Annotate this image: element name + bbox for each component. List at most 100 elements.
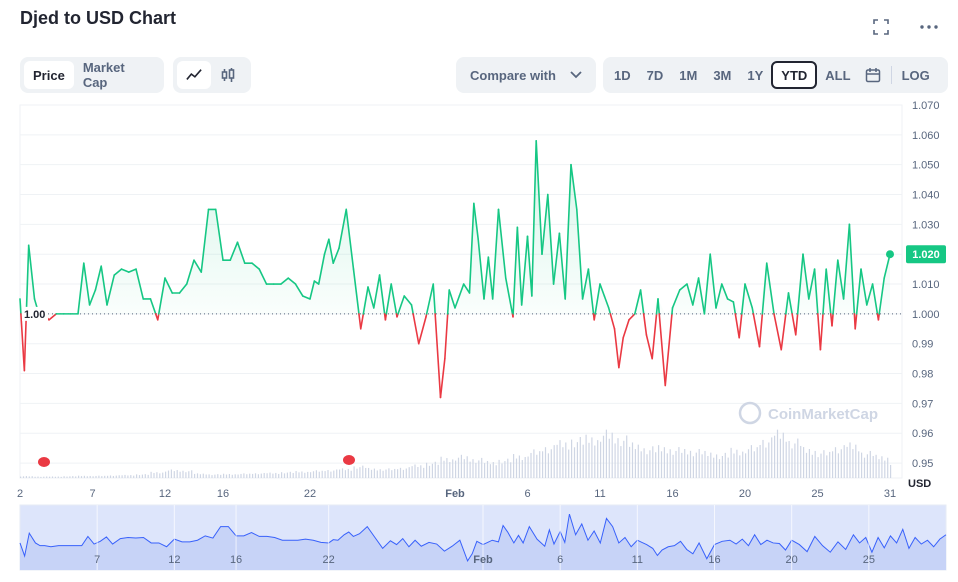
tab-price[interactable]: Price — [24, 61, 74, 89]
volume-bar — [249, 473, 251, 478]
volume-bar — [774, 435, 776, 478]
volume-bar — [89, 475, 91, 478]
price-line-segment — [48, 313, 58, 321]
price-line-segment — [587, 268, 595, 315]
volume-bar — [890, 464, 892, 478]
volume-bar — [359, 467, 361, 478]
navigator-tick-label: Feb — [473, 554, 493, 566]
range-all[interactable]: ALL — [825, 67, 851, 83]
price-line-segment — [831, 313, 834, 327]
more-icon[interactable] — [916, 14, 942, 40]
line-chart-button[interactable] — [177, 61, 211, 89]
volume-bar — [304, 472, 306, 478]
price-line-segment — [200, 208, 210, 273]
price-line-segment — [848, 223, 856, 315]
volume-bar — [721, 456, 723, 478]
price-line-segment — [658, 313, 667, 387]
volume-bar — [49, 476, 51, 478]
price-line-segment — [593, 313, 596, 321]
price-line-segment — [645, 333, 654, 360]
range-1y[interactable]: 1Y — [747, 67, 764, 83]
volume-bar — [144, 474, 146, 478]
price-line-segment — [83, 262, 91, 306]
volume-bar — [579, 437, 581, 478]
volume-bar — [368, 467, 370, 478]
volume-bar — [318, 471, 320, 478]
volume-bar — [136, 474, 138, 478]
volume-bar — [805, 452, 808, 478]
volume-bar — [57, 476, 59, 478]
volume-bar — [138, 475, 141, 478]
price-line-segment — [511, 313, 514, 318]
volume-bar — [881, 456, 883, 478]
volume-bar — [626, 435, 628, 478]
volume-bar — [133, 475, 135, 478]
volume-bar — [649, 450, 651, 478]
range-3m[interactable]: 3M — [713, 67, 732, 83]
y-tick-label: 1.050 — [912, 160, 940, 172]
candlestick-button[interactable] — [211, 61, 245, 89]
volume-bar — [588, 442, 590, 478]
volume-bar — [211, 475, 213, 478]
volume-bar — [837, 453, 839, 478]
range-7d[interactable]: 7D — [646, 67, 664, 83]
chevron-down-icon — [570, 71, 582, 79]
navigator-tick-label: 16 — [708, 554, 720, 566]
volume-bar — [481, 457, 483, 478]
volume-bar — [191, 470, 193, 478]
price-line-segment — [664, 313, 673, 387]
log-button[interactable]: LOG — [901, 67, 930, 83]
calendar-button[interactable] — [859, 61, 887, 89]
price-line-segment — [425, 283, 435, 315]
price-line-segment — [287, 277, 297, 285]
volume-bar — [46, 476, 48, 478]
compare-with-dropdown[interactable]: Compare with — [456, 57, 596, 93]
volume-bar — [852, 449, 854, 478]
volume-bar — [78, 475, 80, 478]
price-line-segment — [819, 313, 824, 351]
price-line-segment — [541, 193, 549, 255]
range-1m[interactable]: 1M — [679, 67, 698, 83]
volume-bar — [446, 458, 448, 478]
volume-bar — [405, 468, 407, 478]
price-line-segment — [657, 298, 661, 315]
y-tick-label: 0.98 — [912, 369, 933, 381]
range-1d[interactable]: 1D — [614, 67, 631, 83]
volume-bar — [501, 463, 503, 478]
price-line-segment — [655, 298, 659, 315]
price-line-segment — [836, 259, 845, 300]
volume-bar — [420, 465, 422, 478]
range-ytd[interactable]: YTD — [771, 61, 818, 89]
price-line-segment — [791, 313, 797, 336]
price-line-segment — [473, 202, 480, 241]
price-line-segment — [796, 253, 804, 315]
volume-bar — [60, 476, 62, 478]
volume-bar — [92, 476, 94, 478]
volume-bar — [83, 475, 85, 478]
volume-bar — [745, 453, 747, 478]
volume-bar — [840, 449, 842, 478]
volume-bar — [678, 447, 680, 478]
volume-bar — [408, 467, 410, 478]
volume-bar — [486, 460, 489, 478]
volume-bar — [730, 447, 732, 478]
volume-bar — [582, 444, 584, 478]
price-line-segment — [491, 208, 500, 300]
volume-bar — [124, 474, 126, 478]
price-line-segment — [362, 286, 369, 315]
tab-market-cap[interactable]: Market Cap — [82, 60, 125, 90]
volume-bar — [550, 449, 552, 478]
price-line-segment — [842, 223, 851, 300]
price-line-segment — [258, 268, 268, 285]
volume-bar — [495, 465, 497, 478]
volume-bar — [292, 472, 294, 478]
fullscreen-icon[interactable] — [868, 14, 894, 40]
volume-bar — [455, 460, 457, 478]
volume-bar — [536, 454, 538, 478]
volume-bar — [176, 470, 178, 478]
volume-bar — [600, 441, 602, 478]
price-line-segment — [77, 262, 85, 315]
volume-bar — [437, 464, 439, 478]
volume-bar — [660, 451, 663, 478]
price-line-segment — [390, 283, 398, 315]
